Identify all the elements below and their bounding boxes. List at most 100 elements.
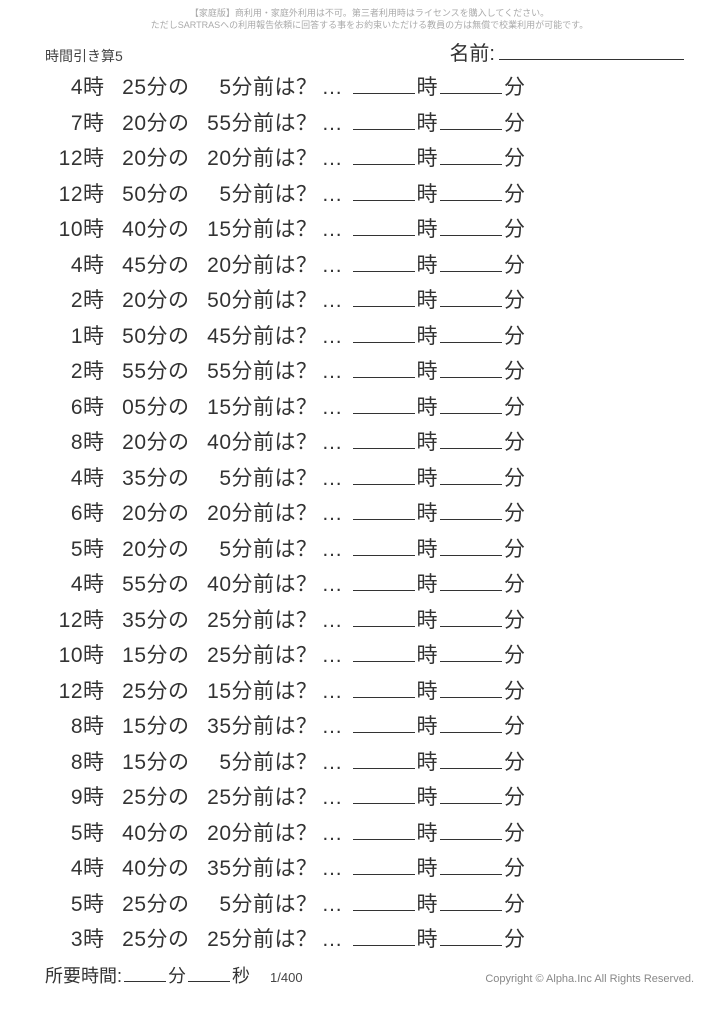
fun-ans-label: 分 [504,255,526,276]
ji-label: 時 [83,503,105,524]
ji-ans-label: 時 [417,929,439,950]
delta-value: 20 [194,823,232,844]
answer-hour-blank[interactable] [353,429,415,449]
funno-label: 分の [147,148,190,169]
answer-min-blank[interactable] [440,394,502,414]
answer-min-blank[interactable] [440,713,502,733]
dots: … [322,113,345,134]
fun-ans-label: 分 [504,645,526,666]
minute-value: 20 [109,113,147,134]
ji-ans-label: 時 [417,752,439,773]
funno-label: 分の [147,752,190,773]
answer-hour-blank[interactable] [353,642,415,662]
answer-min-blank[interactable] [440,607,502,627]
answer-hour-blank[interactable] [353,465,415,485]
answer-min-blank[interactable] [440,642,502,662]
answer-hour-blank[interactable] [353,571,415,591]
answer-hour-blank[interactable] [353,926,415,946]
answer-min-blank[interactable] [440,536,502,556]
funno-label: 分の [147,113,190,134]
answer-hour-blank[interactable] [353,110,415,130]
answer-min-blank[interactable] [440,500,502,520]
minutes-blank[interactable] [124,963,166,982]
ji-ans-label: 時 [417,361,439,382]
answer-hour-blank[interactable] [353,749,415,769]
dots: … [322,681,345,702]
answer-hour-blank[interactable] [353,820,415,840]
ji-ans-label: 時 [417,823,439,844]
dots: … [322,610,345,631]
header: 時間引き算5 名前: [45,37,694,66]
answer-min-blank[interactable] [440,820,502,840]
funno-label: 分の [147,823,190,844]
problem-row: 9 時25 分の25 分前は？…時分 [45,784,694,808]
answer-hour-blank[interactable] [353,145,415,165]
answer-min-blank[interactable] [440,216,502,236]
answer-min-blank[interactable] [440,429,502,449]
fun-ans-label: 分 [504,432,526,453]
answer-min-blank[interactable] [440,181,502,201]
name-field: 名前: [449,37,684,66]
dots: … [322,574,345,595]
hour-value: 4 [45,468,83,489]
answer-min-blank[interactable] [440,855,502,875]
answer-min-blank[interactable] [440,252,502,272]
dots: … [322,929,345,950]
minute-value: 25 [109,681,147,702]
ji-label: 時 [83,539,105,560]
answer-hour-blank[interactable] [353,323,415,343]
problem-row: 2 時20 分の50 分前は？…時分 [45,287,694,311]
ji-ans-label: 時 [417,432,439,453]
answer-min-blank[interactable] [440,891,502,911]
ji-label: 時 [83,290,105,311]
fun-ans-label: 分 [504,184,526,205]
answer-hour-blank[interactable] [353,678,415,698]
answer-min-blank[interactable] [440,110,502,130]
funmae-label: 分前は？ [232,858,318,879]
ji-ans-label: 時 [417,681,439,702]
answer-min-blank[interactable] [440,749,502,769]
answer-min-blank[interactable] [440,926,502,946]
answer-min-blank[interactable] [440,358,502,378]
answer-hour-blank[interactable] [353,500,415,520]
minute-value: 45 [109,255,147,276]
ji-label: 時 [83,77,105,98]
minute-value: 55 [109,574,147,595]
fun-ans-label: 分 [504,787,526,808]
answer-hour-blank[interactable] [353,74,415,94]
answer-hour-blank[interactable] [353,536,415,556]
answer-hour-blank[interactable] [353,181,415,201]
answer-hour-blank[interactable] [353,252,415,272]
name-input-line[interactable] [499,39,684,60]
problem-list: 4 時25 分の5 分前は？…時分7 時20 分の55 分前は？…時分12 時2… [45,74,694,950]
answer-hour-blank[interactable] [353,855,415,875]
page-number: 1/400 [270,970,303,985]
answer-min-blank[interactable] [440,571,502,591]
seconds-blank[interactable] [188,963,230,982]
footer: 所要時間: 分 秒 1/400 Copyright © Alpha.Inc Al… [45,962,694,988]
funmae-label: 分前は？ [232,148,318,169]
answer-hour-blank[interactable] [353,891,415,911]
dots: … [322,184,345,205]
funno-label: 分の [147,184,190,205]
answer-min-blank[interactable] [440,74,502,94]
answer-min-blank[interactable] [440,145,502,165]
answer-min-blank[interactable] [440,287,502,307]
answer-hour-blank[interactable] [353,784,415,804]
answer-hour-blank[interactable] [353,216,415,236]
hour-value: 5 [45,894,83,915]
answer-hour-blank[interactable] [353,394,415,414]
answer-hour-blank[interactable] [353,607,415,627]
answer-min-blank[interactable] [440,465,502,485]
answer-hour-blank[interactable] [353,358,415,378]
answer-min-blank[interactable] [440,323,502,343]
answer-hour-blank[interactable] [353,713,415,733]
answer-min-blank[interactable] [440,678,502,698]
ji-label: 時 [83,929,105,950]
delta-value: 40 [194,574,232,595]
dots: … [322,752,345,773]
answer-hour-blank[interactable] [353,287,415,307]
answer-min-blank[interactable] [440,784,502,804]
problem-row: 8 時20 分の40 分前は？…時分 [45,429,694,453]
minute-value: 25 [109,77,147,98]
